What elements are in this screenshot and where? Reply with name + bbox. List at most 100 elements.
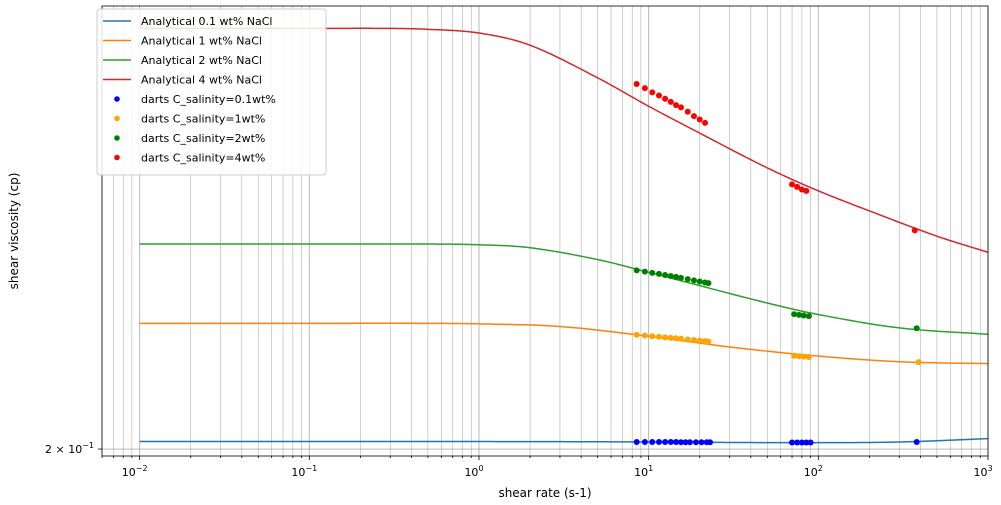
series-line-0 bbox=[139, 437, 989, 444]
data-point-5 bbox=[662, 334, 669, 341]
data-point-6 bbox=[667, 272, 674, 279]
data-point-6 bbox=[677, 274, 684, 281]
data-point-5 bbox=[684, 336, 691, 343]
x-tick-label: 10−2 bbox=[122, 464, 148, 479]
data-point-6 bbox=[662, 272, 669, 279]
x-axis-label: shear rate (s-1) bbox=[498, 486, 591, 500]
data-point-7 bbox=[655, 92, 662, 99]
data-point-4 bbox=[807, 439, 814, 446]
data-point-5 bbox=[800, 353, 807, 360]
data-point-5 bbox=[915, 359, 922, 366]
data-point-6 bbox=[913, 325, 920, 332]
data-point-5 bbox=[690, 337, 697, 344]
data-point-4 bbox=[649, 439, 656, 445]
data-point-6 bbox=[690, 277, 697, 284]
data-point-7 bbox=[794, 183, 801, 190]
data-point-4 bbox=[789, 439, 796, 446]
data-point-7 bbox=[696, 116, 703, 123]
data-point-7 bbox=[803, 187, 810, 194]
series-points bbox=[633, 80, 922, 446]
legend-label: Analytical 2 wt% NaCl bbox=[141, 54, 262, 67]
data-point-4 bbox=[794, 439, 801, 446]
data-point-6 bbox=[705, 280, 712, 287]
data-point-6 bbox=[805, 313, 812, 320]
data-point-6 bbox=[633, 267, 640, 274]
data-point-5 bbox=[677, 335, 684, 342]
data-point-7 bbox=[789, 181, 796, 188]
data-point-4 bbox=[662, 439, 669, 445]
data-point-6 bbox=[800, 312, 807, 319]
legend-box bbox=[96, 8, 327, 176]
legend-swatch bbox=[114, 135, 120, 141]
data-point-6 bbox=[649, 269, 656, 276]
data-point-7 bbox=[677, 104, 684, 111]
data-point-4 bbox=[641, 439, 648, 445]
y-tick-label: 2 × 10−1 bbox=[45, 441, 94, 456]
legend-label: Analytical 1 wt% NaCl bbox=[141, 35, 262, 48]
data-point-7 bbox=[649, 89, 656, 96]
data-point-5 bbox=[705, 338, 712, 345]
data-point-4 bbox=[673, 439, 680, 445]
data-point-4 bbox=[655, 439, 662, 445]
legend: Analytical 0.1 wt% NaCl Analytical 1 wt% … bbox=[96, 8, 327, 176]
data-point-5 bbox=[673, 335, 680, 342]
data-point-7 bbox=[684, 108, 691, 115]
data-point-5 bbox=[796, 353, 803, 360]
data-point-5 bbox=[805, 354, 812, 361]
data-point-7 bbox=[667, 98, 674, 105]
data-point-4 bbox=[913, 439, 920, 445]
data-point-4 bbox=[692, 439, 699, 446]
data-point-4 bbox=[698, 439, 705, 446]
data-point-4 bbox=[803, 439, 810, 446]
data-point-7 bbox=[911, 227, 918, 234]
data-point-4 bbox=[667, 439, 674, 445]
legend-swatch bbox=[114, 96, 120, 102]
y-axis-label: shear viscosity (cp) bbox=[7, 173, 21, 290]
x-tick-label: 102 bbox=[804, 464, 823, 479]
data-point-6 bbox=[673, 273, 680, 280]
data-point-7 bbox=[633, 80, 640, 87]
legend-label: Analytical 0.1 wt% NaCl bbox=[141, 15, 272, 28]
legend-label: darts C_salinity=1wt% bbox=[141, 113, 265, 126]
x-tick-label: 100 bbox=[464, 464, 483, 479]
data-point-5 bbox=[641, 332, 648, 339]
legend-swatch bbox=[114, 154, 120, 161]
data-point-4 bbox=[633, 439, 640, 445]
legend-label: darts C_salinity=2wt% bbox=[141, 132, 265, 145]
series-line-3 bbox=[139, 27, 989, 254]
data-point-6 bbox=[696, 278, 703, 285]
data-point-5 bbox=[667, 334, 674, 341]
data-point-7 bbox=[702, 119, 709, 126]
x-tick-label: 101 bbox=[634, 464, 653, 479]
data-point-6 bbox=[684, 276, 691, 283]
data-point-4 bbox=[707, 439, 714, 446]
data-point-4 bbox=[686, 439, 693, 446]
legend-label: darts C_salinity=0.1wt% bbox=[141, 93, 276, 106]
data-point-4 bbox=[682, 439, 689, 446]
data-point-7 bbox=[690, 113, 697, 120]
data-point-7 bbox=[641, 85, 648, 92]
data-point-5 bbox=[633, 331, 640, 338]
series-line-2 bbox=[139, 243, 989, 336]
data-point-5 bbox=[649, 333, 656, 340]
x-tick-label: 103 bbox=[973, 464, 992, 479]
series-lines bbox=[139, 27, 989, 444]
plot-frame bbox=[101, 5, 989, 457]
legend-swatch bbox=[114, 115, 120, 122]
data-point-6 bbox=[796, 311, 803, 318]
legend-label: darts C_salinity=4wt% bbox=[141, 152, 265, 165]
data-point-5 bbox=[791, 352, 798, 359]
data-point-5 bbox=[655, 333, 662, 340]
data-point-6 bbox=[655, 270, 662, 277]
x-tick-label: 10−1 bbox=[291, 464, 317, 479]
data-point-7 bbox=[662, 95, 669, 102]
ticks: 10−2 10−1 100 101 102 103 2 × 10−1 bbox=[45, 441, 993, 479]
data-point-4 bbox=[798, 439, 805, 446]
data-point-6 bbox=[791, 311, 798, 318]
data-point-5 bbox=[696, 337, 703, 344]
data-point-4 bbox=[677, 439, 684, 446]
series-line-1 bbox=[139, 322, 989, 365]
data-point-6 bbox=[641, 268, 648, 275]
data-point-7 bbox=[673, 102, 680, 109]
